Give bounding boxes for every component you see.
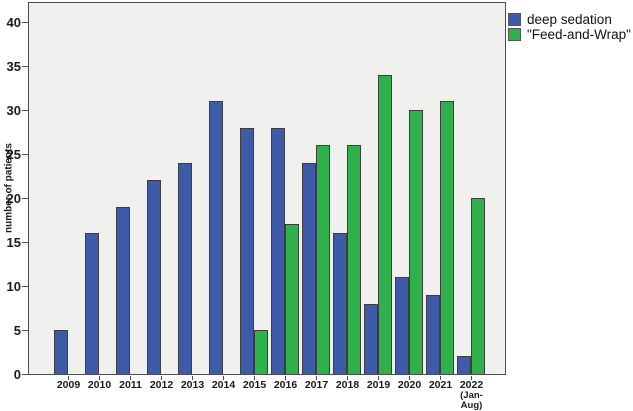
y-tick-label-15: 15 [6,235,21,250]
x-tick-label-2015: 2015 [242,379,267,391]
x-tick-mark-2022 [470,375,473,380]
plot-area [28,2,506,375]
y-tick-mark-35 [22,65,28,68]
bar-deep-sedation-2015 [240,127,254,374]
x-tick-label-2009: 2009 [56,379,81,391]
x-tick-label-2013: 2013 [180,379,205,391]
x-tick-mark-2019 [377,375,380,380]
x-tick-mark-2013 [191,375,194,380]
bar-feed-and-wrap-2021 [440,101,454,374]
y-tick-label-30: 30 [6,103,21,118]
x-tick-label-2018: 2018 [335,379,360,391]
x-tick-mark-2011 [129,375,132,380]
bar-feed-and-wrap-2015 [254,330,268,374]
bar-deep-sedation-2010 [85,233,99,374]
legend-item-deep-sedation: deep sedation [508,13,631,26]
x-tick-mark-2017 [315,375,318,380]
x-tick-mark-2020 [408,375,411,380]
x-tick-mark-2016 [284,375,287,380]
x-tick-label-2021: 2021 [428,379,453,391]
legend-swatch-deep-sedation [508,13,521,26]
bar-feed-and-wrap-2016 [285,224,299,374]
y-tick-mark-0 [22,373,28,376]
x-tick-label-2014: 2014 [211,379,236,391]
x-tick-label-2017: 2017 [304,379,329,391]
bar-deep-sedation-2017 [302,162,316,374]
bar-deep-sedation-2020 [395,277,409,374]
x-tick-mark-2012 [160,375,163,380]
x-tick-mark-2009 [67,375,70,380]
y-tick-mark-5 [22,329,28,332]
legend: deep sedation "Feed-and-Wrap" [508,13,631,43]
y-tick-label-5: 5 [13,323,21,338]
x-tick-mark-2014 [222,375,225,380]
x-tick-label-2016: 2016 [273,379,298,391]
bar-deep-sedation-2014 [209,101,223,374]
legend-item-feed-and-wrap: "Feed-and-Wrap" [508,28,631,41]
bar-deep-sedation-2011 [116,206,130,374]
x-tick-mark-2021 [439,375,442,380]
x-tick-label-2012: 2012 [149,379,174,391]
bar-deep-sedation-2018 [333,233,347,374]
y-tick-mark-20 [22,197,28,200]
y-tick-label-20: 20 [6,191,21,206]
bar-feed-and-wrap-2017 [316,145,330,374]
legend-label-feed-and-wrap: "Feed-and-Wrap" [527,27,631,42]
bar-deep-sedation-2021 [426,294,440,374]
y-tick-label-10: 10 [6,279,21,294]
x-tick-mark-2015 [253,375,256,380]
bar-feed-and-wrap-2018 [347,145,361,374]
x-tick-label-2010: 2010 [87,379,112,391]
bar-deep-sedation-2022 [457,356,471,374]
y-tick-label-40: 40 [6,15,21,30]
x-tick-label-note: Aug) [460,399,483,411]
bar-feed-and-wrap-2022 [471,198,485,374]
y-tick-label-0: 0 [13,367,21,382]
bar-deep-sedation-2009 [54,330,68,374]
x-tick-label-2019: 2019 [366,379,391,391]
y-tick-label-25: 25 [6,147,21,162]
y-tick-mark-10 [22,285,28,288]
bar-deep-sedation-2013 [178,162,192,374]
x-tick-label-2022: 2022 (Jan- Aug) [446,380,498,410]
x-tick-mark-2018 [346,375,349,380]
bar-deep-sedation-2012 [147,180,161,374]
x-tick-label-2011: 2011 [119,379,142,391]
bar-feed-and-wrap-2019 [378,74,392,374]
y-tick-mark-15 [22,241,28,244]
y-tick-label-35: 35 [6,59,21,74]
bar-feed-and-wrap-2020 [409,110,423,374]
x-tick-label-2020: 2020 [397,379,422,391]
legend-label-deep-sedation: deep sedation [527,12,612,27]
y-tick-mark-40 [22,21,28,24]
bar-deep-sedation-2016 [271,127,285,374]
y-tick-mark-25 [22,153,28,156]
bar-deep-sedation-2019 [364,303,378,374]
x-tick-label-note: (Jan- [460,390,483,401]
legend-swatch-feed-and-wrap [508,28,521,41]
y-tick-mark-30 [22,109,28,112]
x-tick-mark-2010 [98,375,101,380]
